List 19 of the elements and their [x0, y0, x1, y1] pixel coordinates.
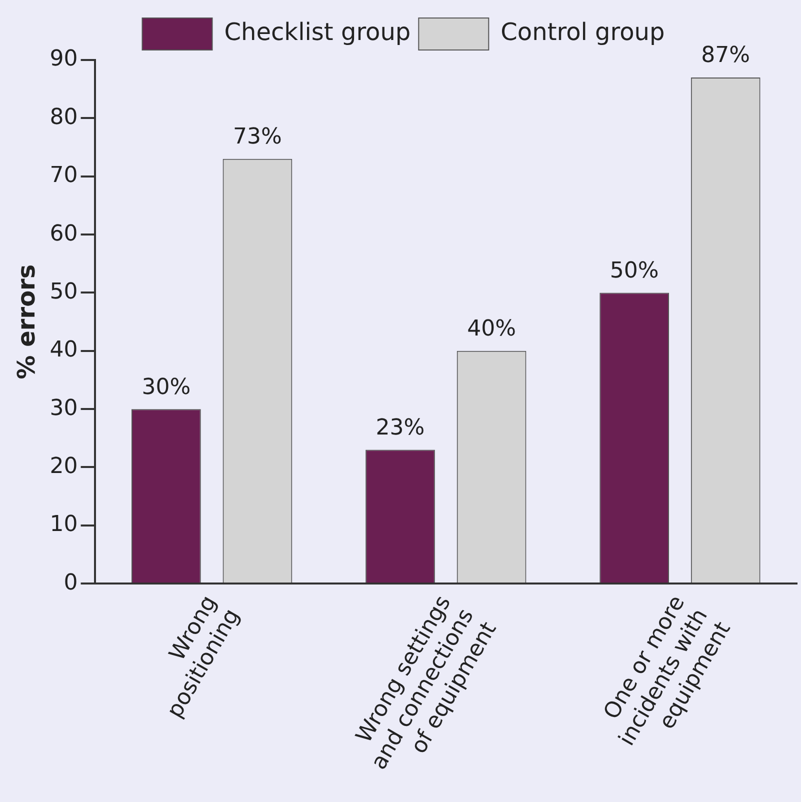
data-label: 30% [142, 374, 191, 400]
y-tick-label: 60 [50, 221, 78, 246]
y-tick-label: 90 [50, 46, 78, 72]
y-tick-label: 50 [50, 279, 78, 304]
data-label: 50% [610, 258, 659, 284]
y-tick-label: 30 [50, 396, 78, 421]
y-tick-label: 40 [50, 338, 78, 363]
data-label: 23% [376, 416, 425, 441]
data-label: 73% [233, 124, 282, 150]
data-label: 87% [701, 43, 750, 68]
legend-label: Checklist group [224, 18, 411, 46]
y-tick-label: 20 [50, 454, 78, 479]
data-label: 40% [467, 316, 516, 342]
legend-label: Control group [500, 18, 665, 46]
y-axis-title: % errors [12, 264, 41, 380]
y-tick-label: 80 [50, 104, 78, 130]
y-tick-label: 0 [64, 570, 78, 596]
y-tick-label: 70 [50, 163, 78, 188]
y-tick-label: 10 [50, 512, 78, 538]
